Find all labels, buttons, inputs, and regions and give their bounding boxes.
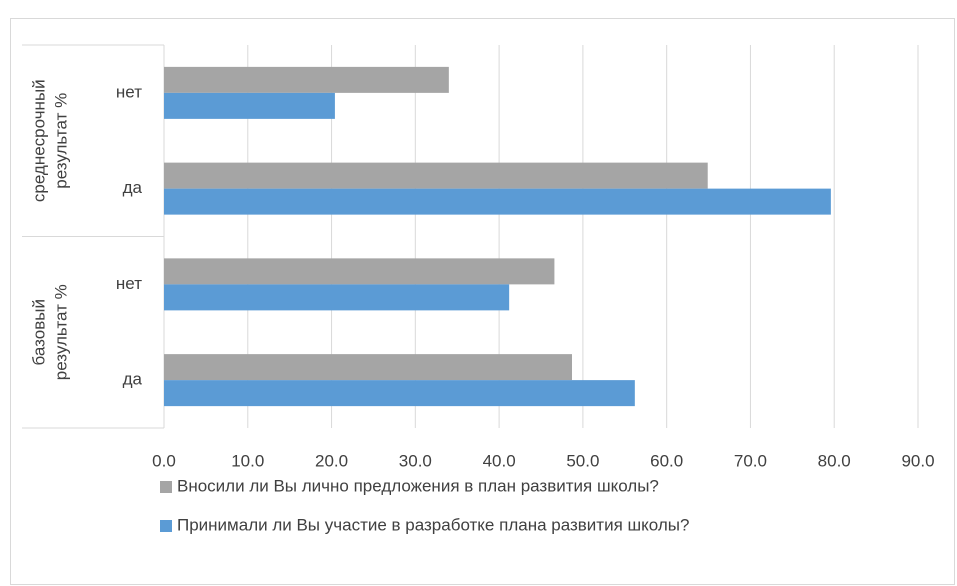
bar	[164, 284, 510, 311]
x-tick-label: 10.0	[231, 451, 264, 470]
bar	[164, 354, 572, 381]
legend-swatch	[160, 520, 172, 532]
y-tick-label: да	[123, 178, 143, 197]
x-tick-label: 0.0	[152, 451, 176, 470]
bar	[164, 92, 335, 119]
bar	[164, 380, 635, 407]
x-tick-label: 20.0	[315, 451, 348, 470]
x-tick-label: 90.0	[901, 451, 934, 470]
x-tick-label: 70.0	[734, 451, 767, 470]
bar	[164, 162, 708, 189]
x-tick-label: 80.0	[818, 451, 851, 470]
y-tick-label: нет	[116, 82, 142, 101]
x-tick-label: 30.0	[399, 451, 432, 470]
bar	[164, 258, 555, 285]
x-tick-label: 50.0	[566, 451, 599, 470]
group-label: результат %	[51, 93, 70, 189]
y-tick-label: нет	[116, 274, 142, 293]
bar	[164, 66, 449, 93]
group-label: базовый	[29, 299, 48, 365]
legend-swatch	[160, 481, 172, 493]
y-tick-label: да	[123, 370, 143, 389]
legend-label: Вносили ли Вы лично предложения в план р…	[177, 476, 659, 495]
bar	[164, 188, 831, 215]
group-label: результат %	[51, 284, 70, 380]
x-tick-label: 40.0	[483, 451, 516, 470]
group-label: среднесрочный	[29, 79, 48, 202]
x-tick-label: 60.0	[650, 451, 683, 470]
legend-label: Принимали ли Вы участие в разработке пла…	[177, 515, 689, 534]
